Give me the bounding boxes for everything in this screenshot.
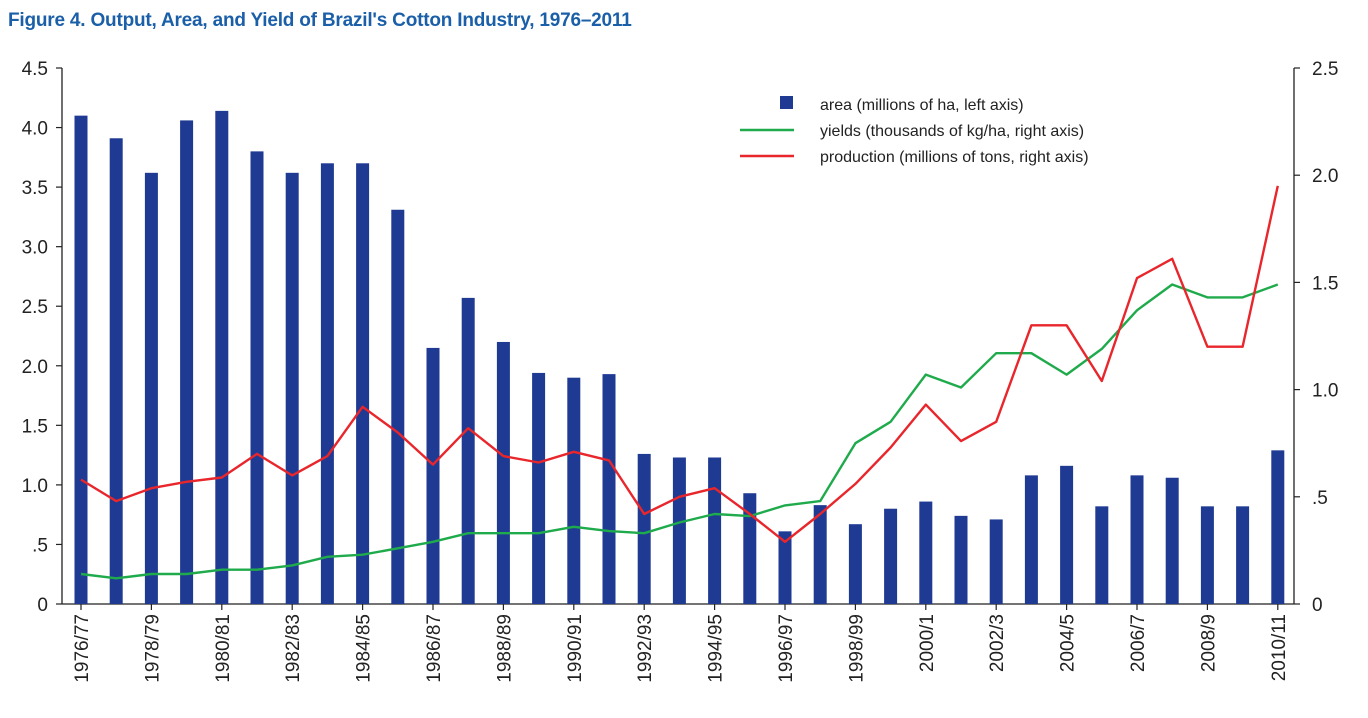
bar-2010/11 (1271, 450, 1285, 604)
y-left-tick-label: 4.0 (22, 119, 48, 140)
legend-label: yields (thousands of kg/ha, right axis) (820, 123, 1084, 140)
bar-1993/94 (672, 457, 686, 604)
bar-1997/98 (813, 505, 827, 604)
bar-1988/89 (496, 341, 510, 604)
x-tick-label: 2002/3 (987, 614, 1008, 672)
x-tick-label: 2000/1 (917, 614, 938, 672)
bar-1986/87 (426, 347, 440, 604)
legend-label: production (millions of tons, right axis… (820, 149, 1089, 166)
y-right-tick-label: 0 (1312, 595, 1323, 616)
bar-1991/92 (602, 374, 616, 604)
y-right-tick-label: 2.0 (1312, 166, 1338, 187)
bar-1992/93 (637, 453, 651, 604)
bar-2009/10 (1236, 506, 1250, 604)
bar-2007/8 (1165, 477, 1179, 604)
y-right-tick-label: 2.5 (1312, 59, 1338, 80)
legend-label: area (millions of ha, left axis) (820, 97, 1024, 114)
bar-1979/80 (180, 120, 194, 605)
x-tick-label: 1996/97 (776, 614, 797, 683)
bar-1987/88 (461, 297, 475, 604)
y-left-tick-label: 4.5 (22, 59, 48, 80)
x-tick-label: 1978/79 (142, 614, 163, 683)
x-tick-label: 1982/83 (283, 614, 304, 683)
x-tick-label: 1988/89 (494, 614, 515, 683)
bar-1976/77 (74, 115, 88, 605)
bar-2001/2 (954, 515, 968, 604)
y-left-tick-label: 3.0 (22, 238, 48, 259)
bar-1999/00 (884, 508, 898, 604)
x-tick-label: 1990/91 (565, 614, 586, 683)
bar-1989/90 (532, 372, 546, 604)
legend: area (millions of ha, left axis) yields (… (740, 96, 1089, 166)
bar-1978/79 (144, 172, 158, 604)
production-line (80, 185, 1279, 543)
x-tick-label: 1984/85 (354, 614, 375, 683)
yields-line (80, 283, 1279, 580)
y-right-tick-label: .5 (1312, 488, 1328, 509)
y-left-tick-label: .5 (32, 535, 48, 556)
bar-2003/4 (1024, 475, 1038, 604)
x-tick-label: 1994/95 (706, 614, 727, 683)
y-left-tick-label: 2.5 (22, 297, 48, 318)
chart-title: Figure 4. Output, Area, and Yield of Bra… (8, 10, 632, 31)
bar-1981/82 (250, 151, 264, 604)
x-tick-label: 2010/11 (1269, 614, 1290, 681)
y-left-tick-label: 2.0 (22, 357, 48, 378)
y-left-tick-label: 0 (37, 595, 48, 616)
y-left-tick-label: 1.5 (22, 416, 48, 437)
bar-2008/9 (1200, 506, 1214, 604)
bar-1982/83 (285, 172, 299, 604)
x-tick-label: 2006/7 (1128, 614, 1149, 672)
y-left-tick-label: 1.0 (22, 476, 48, 497)
bar-2002/3 (989, 519, 1003, 604)
bar-1996/97 (778, 531, 792, 604)
y-left-tick-label: 3.5 (22, 178, 48, 199)
bar-1994/95 (708, 457, 722, 604)
line-series (80, 185, 1279, 580)
bar-1980/81 (215, 110, 229, 604)
y-right-tick-label: 1.0 (1312, 381, 1338, 402)
bar-1995/96 (743, 493, 757, 604)
x-tick-label: 1986/87 (424, 614, 445, 683)
x-tick-label: 2004/5 (1058, 614, 1079, 672)
bar-1984/85 (356, 163, 370, 605)
bar-2000/1 (919, 501, 933, 604)
legend-marker-area (780, 96, 793, 109)
x-tick-label: 1976/77 (72, 614, 93, 683)
bar-1990/91 (567, 377, 581, 604)
tick-labels: 0 .5 1.0 1.5 2.0 2.5 3.0 3.5 4.0 4.5 0 .5 1.0 1.5 2.0 2… (22, 59, 1339, 683)
bar-1977/78 (109, 138, 123, 604)
bar-1985/86 (391, 209, 405, 604)
x-tick-label: 1998/99 (846, 614, 867, 683)
bar-series-area (74, 110, 1285, 605)
bar-2004/5 (1060, 465, 1074, 604)
x-tick-label: 1980/81 (213, 614, 234, 683)
bar-1983/84 (320, 163, 334, 605)
bar-2005/6 (1095, 506, 1109, 604)
bar-1998/99 (848, 524, 862, 604)
y-right-tick-label: 1.5 (1312, 273, 1338, 294)
x-tick-label: 2008/9 (1198, 614, 1219, 672)
bar-2006/7 (1130, 475, 1144, 604)
x-tick-label: 1992/93 (635, 614, 656, 683)
